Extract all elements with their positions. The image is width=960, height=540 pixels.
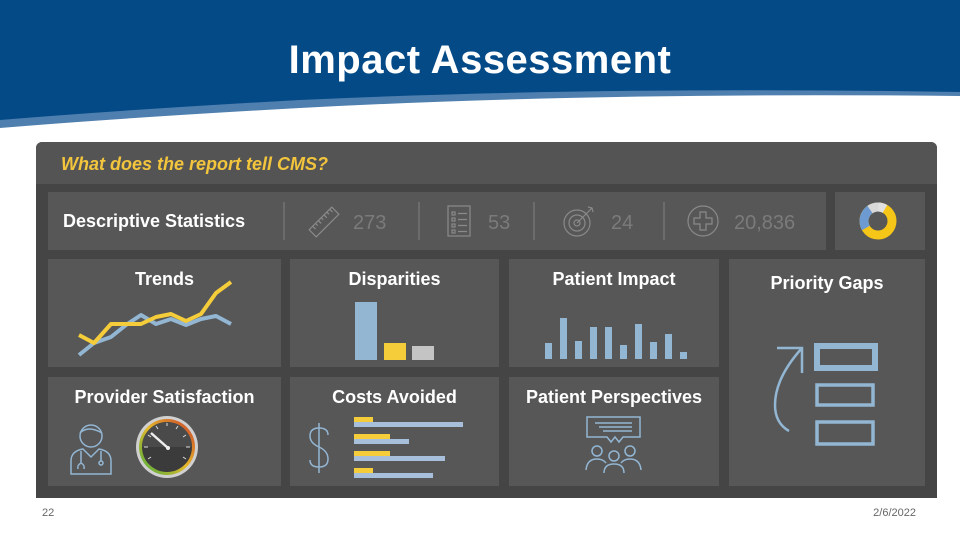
dashboard-panel: What does the report tell CMS? Descripti… <box>36 142 937 498</box>
ruler-icon <box>306 204 342 240</box>
slide-title: Impact Assessment <box>288 38 672 82</box>
costs-avoided-card: Costs Avoided <box>290 377 499 486</box>
divider <box>663 202 665 240</box>
patient-perspectives-card: Patient Perspectives <box>509 377 719 486</box>
donut-chart-card <box>835 192 925 250</box>
target-icon <box>562 204 596 238</box>
dollar-icon <box>306 421 332 475</box>
panel-header: What does the report tell CMS? <box>36 142 937 184</box>
stat-value-checklist: 53 <box>488 212 511 234</box>
costs-avoided-title: Costs Avoided <box>332 387 457 407</box>
divider <box>533 202 535 240</box>
trends-title: Trends <box>134 269 195 289</box>
descriptive-statistics-label: Descriptive Statistics <box>63 211 246 231</box>
stat-value-cases: 273 <box>353 212 387 234</box>
column-chart-icon <box>545 317 690 359</box>
patient-perspectives-title: Patient Perspectives <box>525 387 703 407</box>
line-chart-icon <box>76 279 246 359</box>
donut-chart-icon <box>858 201 898 241</box>
page-number: 22 <box>42 507 55 519</box>
divider <box>283 202 285 240</box>
gauge-icon <box>134 414 200 480</box>
patient-impact-title: Patient Impact <box>552 269 676 289</box>
stat-value-target: 24 <box>611 212 634 234</box>
patient-impact-card: Patient Impact <box>509 259 719 367</box>
header-banner <box>0 0 960 128</box>
provider-satisfaction-card: Provider Satisfaction <box>48 377 281 486</box>
disparities-card: Disparities <box>290 259 499 367</box>
doctor-icon <box>68 421 114 475</box>
stat-value-total: 20,836 <box>734 212 796 234</box>
priority-gaps-title: Priority Gaps <box>770 273 884 293</box>
bar-chart-icon <box>355 302 437 360</box>
provider-satisfaction-title: Provider Satisfaction <box>74 387 255 407</box>
disparities-title: Disparities <box>348 269 441 289</box>
medical-cross-icon <box>686 204 720 238</box>
checklist-icon <box>446 204 474 238</box>
horizontal-bar-chart-icon <box>354 417 466 481</box>
descriptive-statistics-card: Descriptive Statistics 273 53 24 20,836 <box>48 192 826 250</box>
divider <box>418 202 420 240</box>
group-speech-icon <box>585 415 643 473</box>
slide-date: 2/6/2022 <box>873 507 916 519</box>
priority-gaps-card: Priority Gaps <box>729 259 925 486</box>
reorder-list-icon <box>767 343 882 448</box>
trends-card: Trends <box>48 259 281 367</box>
panel-question: What does the report tell CMS? <box>61 154 329 174</box>
